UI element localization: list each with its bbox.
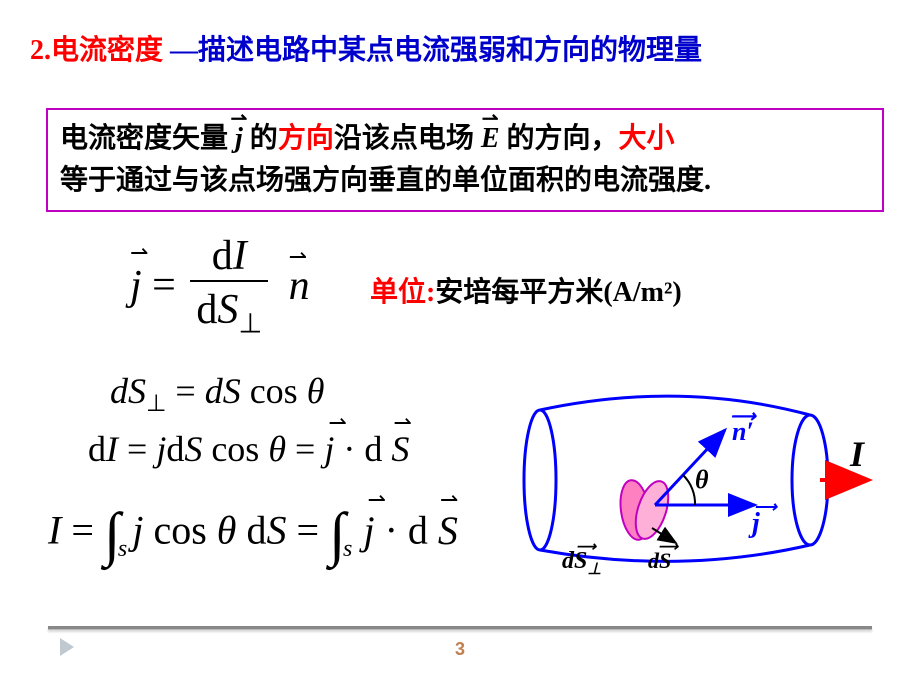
vector-j: ⇀j	[235, 118, 243, 160]
svg-text:dS: dS	[648, 548, 671, 573]
definition-box: 电流密度矢量 ⇀j 的方向沿该点电场 ⇀E 的方向，大小 等于通过与该点场强方向…	[46, 108, 884, 212]
title-row: 2.电流密度 —描述电路中某点电流强弱和方向的物理量	[30, 28, 702, 68]
vector-E: ⇀E	[481, 118, 500, 160]
diagram-svg: ⟶ n′ θ ⟶ j I ⟶ dS⊥ ⟶ dS	[500, 370, 890, 590]
main-formula: ⇀j = dI dS⊥ ⇀n	[130, 232, 310, 339]
title-number: 2.	[30, 35, 51, 66]
title-sub: —描述电路中某点电流强弱和方向的物理量	[170, 35, 702, 66]
formula-2: dI = jdS cos θ = ⇀j · d ⇀S	[88, 428, 409, 470]
def-p4: 的方向，	[507, 123, 619, 154]
title-main: 电流密度	[51, 35, 163, 66]
page-number: 3	[455, 639, 465, 660]
svg-text:I: I	[849, 434, 866, 474]
def-magnitude: 大小	[619, 123, 675, 154]
unit-label: 单位:安培每平方米(A/m²)	[370, 270, 682, 310]
svg-text:n′: n′	[732, 417, 754, 446]
def-p1: 电流密度矢量	[60, 123, 235, 154]
unit-text: 安培每平方米(A/m²)	[435, 277, 681, 308]
def-p3: 沿该点电场	[334, 123, 481, 154]
unit-prefix: 单位:	[370, 277, 435, 308]
svg-text:θ: θ	[695, 465, 709, 494]
def-line2: 等于通过与该点场强方向垂直的单位面积的电流强度.	[60, 165, 711, 196]
footer-triangle-icon	[60, 638, 74, 656]
current-tube-diagram: ⟶ n′ θ ⟶ j I ⟶ dS⊥ ⟶ dS	[500, 370, 890, 590]
def-p2: 的	[250, 123, 278, 154]
formula-1: dS⊥ = dS cos θ	[110, 370, 324, 418]
footer-divider	[48, 626, 872, 630]
svg-text:j: j	[748, 508, 760, 539]
def-direction: 方向	[278, 123, 334, 154]
formula-3: I = ∫s j cos θ dS = ∫s ⇀j · d ⇀S	[48, 500, 458, 569]
